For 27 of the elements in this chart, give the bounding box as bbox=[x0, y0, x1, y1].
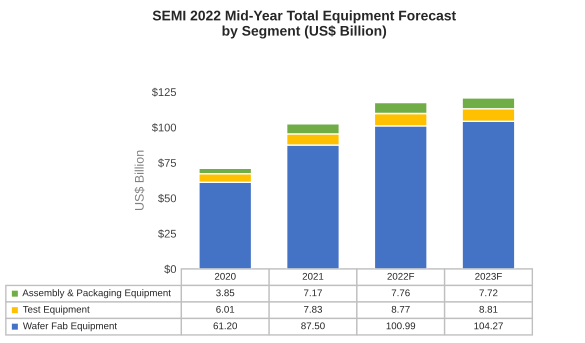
data-label: 7.76 bbox=[392, 289, 410, 296]
x-tick-label: 2023F bbox=[475, 272, 502, 280]
x-tick-label: 2021 bbox=[302, 272, 324, 280]
y-tick-label: $50 bbox=[158, 194, 176, 203]
y-tick-label: $75 bbox=[158, 158, 176, 168]
data-label: 87.50 bbox=[301, 322, 325, 330]
y-axis-title: US$ Billion bbox=[134, 150, 144, 210]
y-tick-label: $0 bbox=[164, 264, 176, 274]
x-tick-label: 2020 bbox=[214, 272, 236, 280]
data-label: 3.85 bbox=[216, 289, 234, 296]
chart-title: SEMI 2022 Mid-Year Total Equipment Forecast by Segment (US$ Billion) bbox=[152, 10, 456, 39]
data-label: 7.72 bbox=[480, 289, 498, 296]
legend-label: Test Equipment bbox=[22, 306, 90, 315]
data-label: 100.99 bbox=[386, 322, 416, 330]
legend-label: Assembly & Packaging Equipment bbox=[22, 289, 171, 298]
data-label: 7.17 bbox=[304, 289, 322, 296]
legend-label: Wafer Fab Equipment bbox=[22, 322, 117, 332]
y-tick-label: $125 bbox=[152, 88, 176, 97]
data-label: 104.27 bbox=[474, 322, 503, 330]
data-label: 8.77 bbox=[392, 306, 410, 313]
data-label: 7.83 bbox=[304, 306, 322, 313]
data-label: 6.01 bbox=[216, 306, 234, 313]
data-label: 61.20 bbox=[214, 322, 238, 330]
data-label: 8.81 bbox=[479, 306, 498, 313]
x-tick-label: 2022F bbox=[387, 272, 414, 280]
y-tick-label: $100 bbox=[152, 123, 176, 132]
y-tick-label: $25 bbox=[158, 229, 176, 238]
